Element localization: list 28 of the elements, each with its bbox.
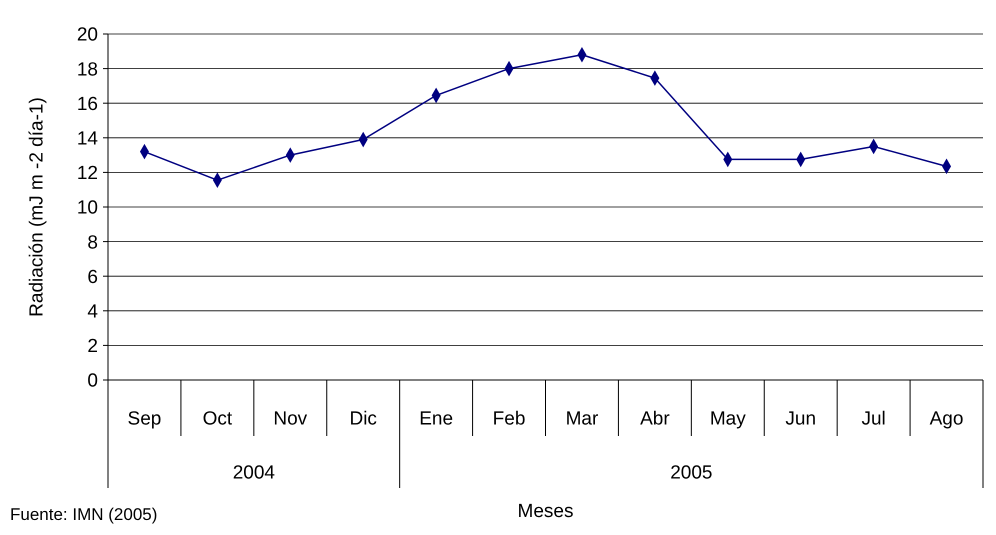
- y-tick-label: 12: [76, 163, 98, 184]
- x-tick-label: Ene: [419, 408, 454, 430]
- x-tick-label: Jul: [861, 408, 886, 430]
- y-tick-label: 20: [76, 24, 98, 46]
- x-tick-label: Dic: [349, 408, 377, 430]
- text: 2004: [232, 462, 276, 484]
- x-axis-title: Meses: [518, 501, 574, 522]
- x-tick-label: Sep: [128, 408, 162, 430]
- y-tick-label: 4: [87, 301, 98, 322]
- y-tick-label: 2: [87, 336, 98, 358]
- y-tick-label: 0: [87, 370, 98, 392]
- y-tick-label: 10: [76, 198, 98, 219]
- x-tick-label: Jun: [785, 408, 816, 430]
- x-tick-label: Nov: [273, 408, 308, 430]
- x-tick-label: Mar: [566, 408, 599, 430]
- x-tick-label: Oct: [202, 408, 233, 430]
- y-tick-label: 16: [76, 94, 98, 115]
- y-tick-label: 6: [87, 266, 98, 288]
- x-tick-label: Feb: [492, 408, 526, 430]
- x-tick-label: Abr: [640, 408, 670, 430]
- text: 2005: [670, 462, 712, 484]
- source-note: Fuente: IMN (2005): [10, 505, 158, 524]
- y-tick-label: 18: [76, 59, 98, 80]
- x-tick-label: Ago: [930, 408, 964, 430]
- y-axis-title: Radiación (mJ m -2 día-1): [26, 97, 48, 317]
- x-tick-label: May: [710, 408, 746, 430]
- y-tick-label: 14: [76, 128, 98, 150]
- y-tick-label: 8: [87, 232, 98, 254]
